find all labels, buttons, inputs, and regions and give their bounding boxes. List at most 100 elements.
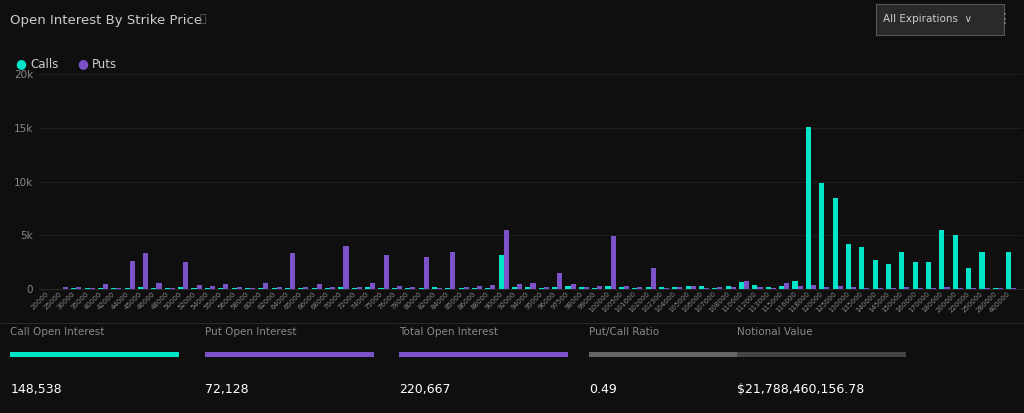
Bar — [298, 288, 303, 289]
Bar — [758, 287, 763, 289]
Bar — [971, 288, 976, 289]
Bar — [677, 287, 682, 289]
Bar — [632, 288, 637, 289]
Bar — [872, 260, 878, 289]
Bar — [806, 127, 811, 289]
Bar — [77, 287, 81, 289]
Bar — [125, 288, 130, 289]
Bar — [397, 286, 402, 289]
Bar — [499, 255, 504, 289]
Bar — [451, 252, 456, 289]
Bar — [218, 288, 223, 289]
Bar — [157, 282, 162, 289]
Bar — [753, 285, 758, 289]
Bar — [699, 286, 705, 289]
Bar — [673, 287, 677, 289]
Bar — [726, 286, 731, 289]
Bar — [1012, 288, 1017, 289]
Bar — [517, 284, 522, 289]
Bar — [798, 286, 803, 289]
Bar — [490, 285, 496, 289]
Bar — [152, 288, 157, 289]
Bar — [231, 288, 237, 289]
Bar — [504, 230, 509, 289]
Bar — [237, 287, 242, 289]
Text: ⋮: ⋮ — [997, 12, 1012, 26]
Bar — [343, 246, 348, 289]
Bar — [90, 288, 95, 289]
Bar — [565, 286, 570, 289]
Bar — [103, 284, 109, 289]
Bar — [658, 287, 664, 289]
Bar — [276, 287, 282, 289]
Bar — [512, 287, 517, 289]
Bar — [610, 237, 615, 289]
Bar — [316, 284, 322, 289]
Bar — [263, 282, 268, 289]
Bar — [713, 288, 718, 289]
Bar — [851, 287, 856, 289]
Bar — [984, 288, 989, 289]
Bar — [557, 273, 562, 289]
Bar — [957, 288, 963, 289]
Bar — [325, 288, 330, 289]
Bar — [784, 282, 790, 289]
Bar — [645, 287, 650, 289]
Bar — [1007, 252, 1012, 289]
Bar — [618, 287, 624, 289]
Bar — [62, 287, 68, 289]
Text: Total Open Interest: Total Open Interest — [399, 327, 499, 337]
Bar — [411, 287, 416, 289]
Bar — [330, 287, 335, 289]
Bar — [143, 253, 148, 289]
Bar — [980, 252, 984, 289]
Bar — [918, 288, 923, 289]
Text: ⓘ: ⓘ — [200, 14, 206, 24]
Bar — [472, 288, 477, 289]
Text: 0.49: 0.49 — [589, 384, 616, 396]
Bar — [833, 198, 838, 289]
Bar — [437, 288, 442, 289]
Bar — [530, 282, 536, 289]
Bar — [952, 235, 957, 289]
Bar — [891, 288, 896, 289]
Bar — [424, 257, 429, 289]
Bar — [338, 287, 343, 289]
Bar — [570, 284, 575, 289]
Bar — [731, 287, 736, 289]
Text: Put/Call Ratio: Put/Call Ratio — [589, 327, 658, 337]
Bar — [939, 230, 944, 289]
Bar — [739, 282, 744, 289]
Bar — [819, 183, 824, 289]
Bar — [356, 287, 361, 289]
Bar — [838, 286, 843, 289]
Text: 72,128: 72,128 — [205, 384, 249, 396]
Bar — [904, 287, 909, 289]
Bar — [993, 288, 998, 289]
Bar — [686, 286, 691, 289]
Bar — [718, 287, 723, 289]
Bar — [271, 288, 276, 289]
Bar — [966, 268, 971, 289]
Bar — [258, 288, 263, 289]
Bar — [859, 247, 864, 289]
Bar — [370, 282, 375, 289]
Bar — [406, 288, 411, 289]
Bar — [303, 287, 308, 289]
Bar — [664, 288, 669, 289]
Text: Calls: Calls — [31, 57, 59, 71]
Text: Put Open Interest: Put Open Interest — [205, 327, 296, 337]
Text: Notional Value: Notional Value — [737, 327, 813, 337]
Bar — [112, 288, 117, 289]
Bar — [584, 287, 589, 289]
Bar — [72, 288, 77, 289]
Bar — [290, 253, 295, 289]
Bar — [579, 287, 584, 289]
Bar — [205, 288, 210, 289]
Bar — [544, 287, 549, 289]
Bar — [779, 286, 784, 289]
Bar — [552, 287, 557, 289]
Bar — [597, 286, 602, 289]
Text: Call Open Interest: Call Open Interest — [10, 327, 104, 337]
Bar — [459, 288, 464, 289]
